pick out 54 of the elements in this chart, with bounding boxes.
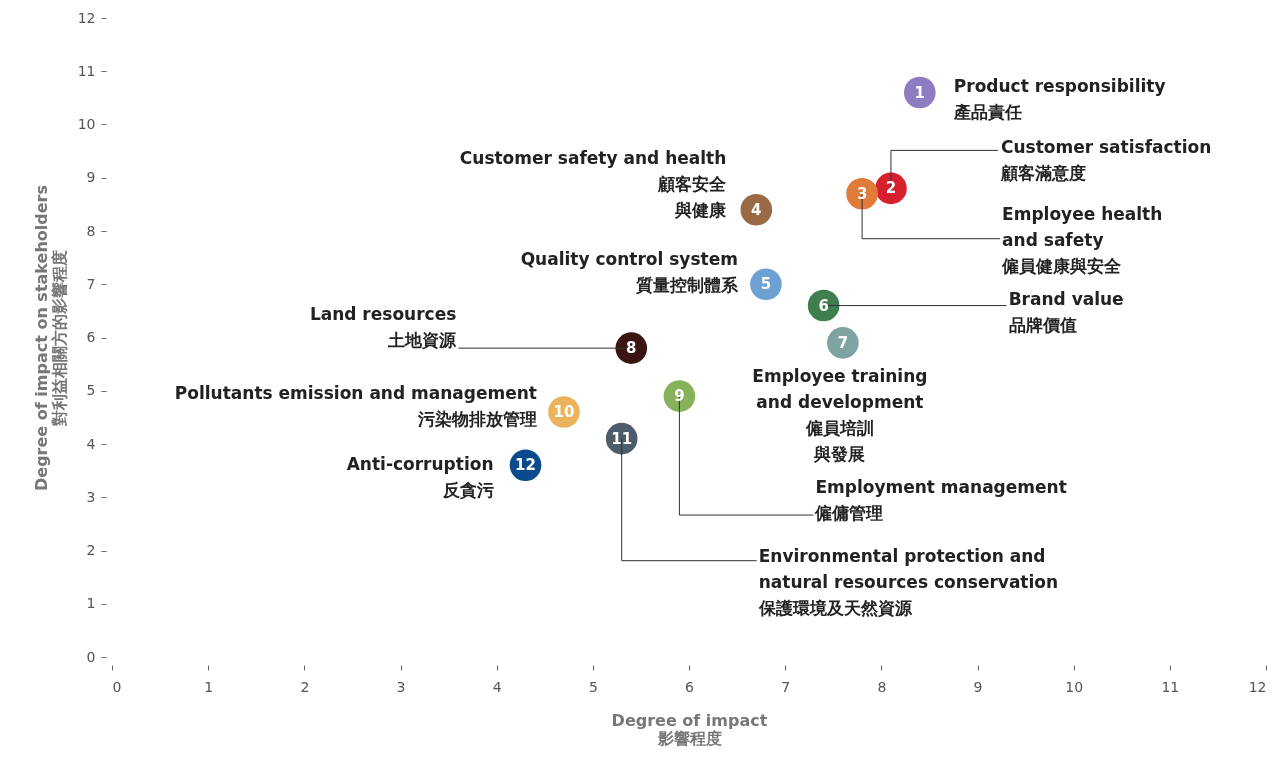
x-tick-label: 3 — [396, 678, 406, 695]
x-tick-label: 2 — [300, 678, 310, 695]
x-tick-label: 4 — [492, 678, 502, 695]
y-tick-label: 2 — [86, 542, 96, 558]
x-tick-label: 5 — [588, 678, 598, 695]
series-label: 12 — [515, 456, 536, 475]
annotation: Anti-corruption 反貪污 — [346, 454, 494, 501]
x-tick-label: 6 — [685, 678, 695, 695]
series-label: 11 — [611, 429, 633, 448]
x-tick-label: 10 — [1065, 678, 1084, 695]
y-tick-label: 10 — [77, 116, 96, 132]
y-tick-label: 1 — [86, 595, 96, 612]
y-tick-label: 7 — [86, 275, 96, 292]
x-tick-label: 9 — [973, 678, 983, 695]
series-label: 1 — [914, 83, 926, 102]
point — [903, 76, 936, 109]
x-tick-label: 7 — [781, 678, 791, 695]
annotation: Pollutants emission and management 污染物排放管理 — [174, 383, 537, 430]
y-tick-label: 3 — [86, 488, 96, 505]
x-axis-title: Degree of impact 影響程度 — [611, 710, 768, 748]
y-tick-label: 9 — [86, 169, 96, 186]
y-tick-label: 11 — [77, 62, 96, 79]
y-tick-label: 4 — [86, 435, 96, 452]
series-label: 6 — [818, 296, 829, 315]
x-tick-label: 12 — [1248, 678, 1267, 695]
annotation: Customer safety and health 顧客安全與健康 — [459, 147, 728, 220]
series-label: 3 — [856, 184, 868, 203]
y-tick-label: 0 — [86, 648, 96, 665]
annotation: Employee training and development 僱員培訓與發展 — [752, 365, 928, 464]
x-tick-label: 11 — [1161, 678, 1180, 695]
x-tick-label: 1 — [204, 678, 214, 695]
annotation: Quality control system 質量控制體系 — [520, 249, 739, 296]
annotation: Employment management 僱傭管理 — [814, 477, 1067, 524]
annotation: Brand value 品牌價值 — [1008, 288, 1124, 335]
x-tick-label: 0 — [112, 678, 122, 695]
annotation: Employee health and safety 僱員健康與安全 — [1001, 203, 1163, 276]
annotation: Land resources 土地資源 — [309, 304, 458, 351]
series-label: 10 — [553, 403, 575, 422]
point — [750, 268, 782, 301]
series-label: 8 — [626, 339, 637, 358]
series-label: 5 — [760, 275, 772, 294]
annotation: Product responsibility 產品責任 — [952, 75, 1166, 122]
series-label: 7 — [837, 333, 849, 352]
annotation: Environmental protection and natural resources conservation 保護環境及天然資源 — [757, 545, 1059, 618]
y-tick-label: 12 — [77, 9, 96, 26]
series-label: 4 — [751, 200, 762, 219]
y-axis-title: Degree of impact on stakeholders 對利益相關方的影響程度 — [31, 185, 69, 491]
y-tick-label: 5 — [86, 382, 96, 399]
series-label: 2 — [885, 179, 897, 198]
y-tick-label: 8 — [86, 222, 96, 239]
y-tick-label: 6 — [86, 329, 96, 345]
series-label: 9 — [674, 387, 685, 406]
x-tick-label: 8 — [877, 678, 887, 695]
annotation: Customer satisfaction 顧客滿意度 — [999, 137, 1212, 184]
